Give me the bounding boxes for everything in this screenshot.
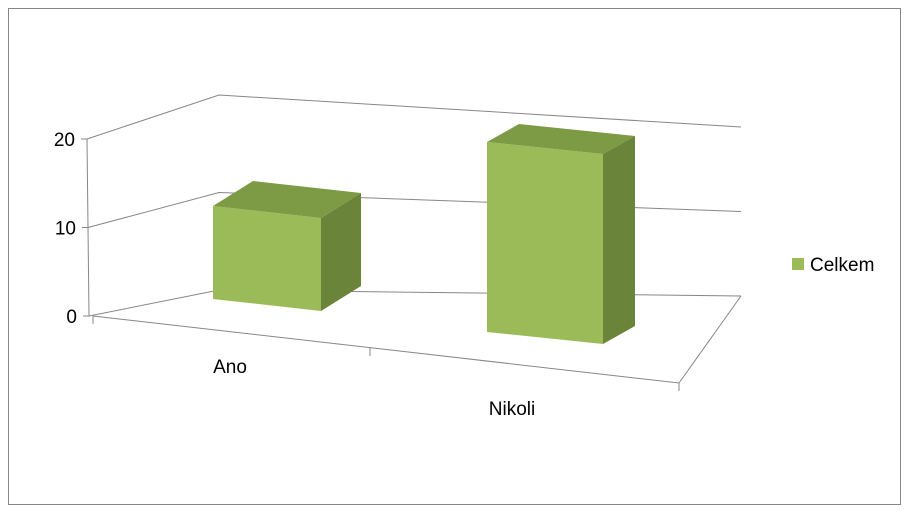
legend: Celkem bbox=[792, 255, 874, 276]
x-category-label-ano: Ano bbox=[213, 357, 247, 378]
bar-ano-top bbox=[213, 181, 361, 218]
gridline-20 bbox=[86, 94, 742, 140]
bar-nikoli-top bbox=[487, 124, 635, 154]
legend-swatch-celkem bbox=[792, 258, 804, 270]
chart-frame: 0 10 20 Ano Nikoli Celkem bbox=[8, 8, 901, 505]
bar-ano-side bbox=[321, 193, 361, 311]
bar-ano-front bbox=[213, 206, 321, 311]
gridline-10 bbox=[87, 191, 742, 228]
y-tick-label-0: 0 bbox=[66, 307, 77, 328]
x-category-label-nikoli: Nikoli bbox=[489, 399, 535, 420]
legend-label-celkem: Celkem bbox=[810, 255, 874, 276]
y-tick-label-20: 20 bbox=[54, 130, 75, 151]
grid-layer bbox=[86, 94, 742, 317]
y-tick-label-10: 10 bbox=[55, 219, 76, 240]
bar-nikoli-front bbox=[487, 142, 603, 344]
gridline-0 bbox=[88, 289, 742, 317]
floor-front-edge bbox=[92, 295, 742, 384]
bar-nikoli-side bbox=[603, 136, 635, 344]
chart-3d-bar: 0 10 20 Ano Nikoli Celkem bbox=[54, 94, 874, 420]
label-layer: 0 10 20 Ano Nikoli bbox=[54, 130, 535, 420]
axis-layer bbox=[81, 138, 742, 391]
bar-layer bbox=[213, 124, 635, 344]
